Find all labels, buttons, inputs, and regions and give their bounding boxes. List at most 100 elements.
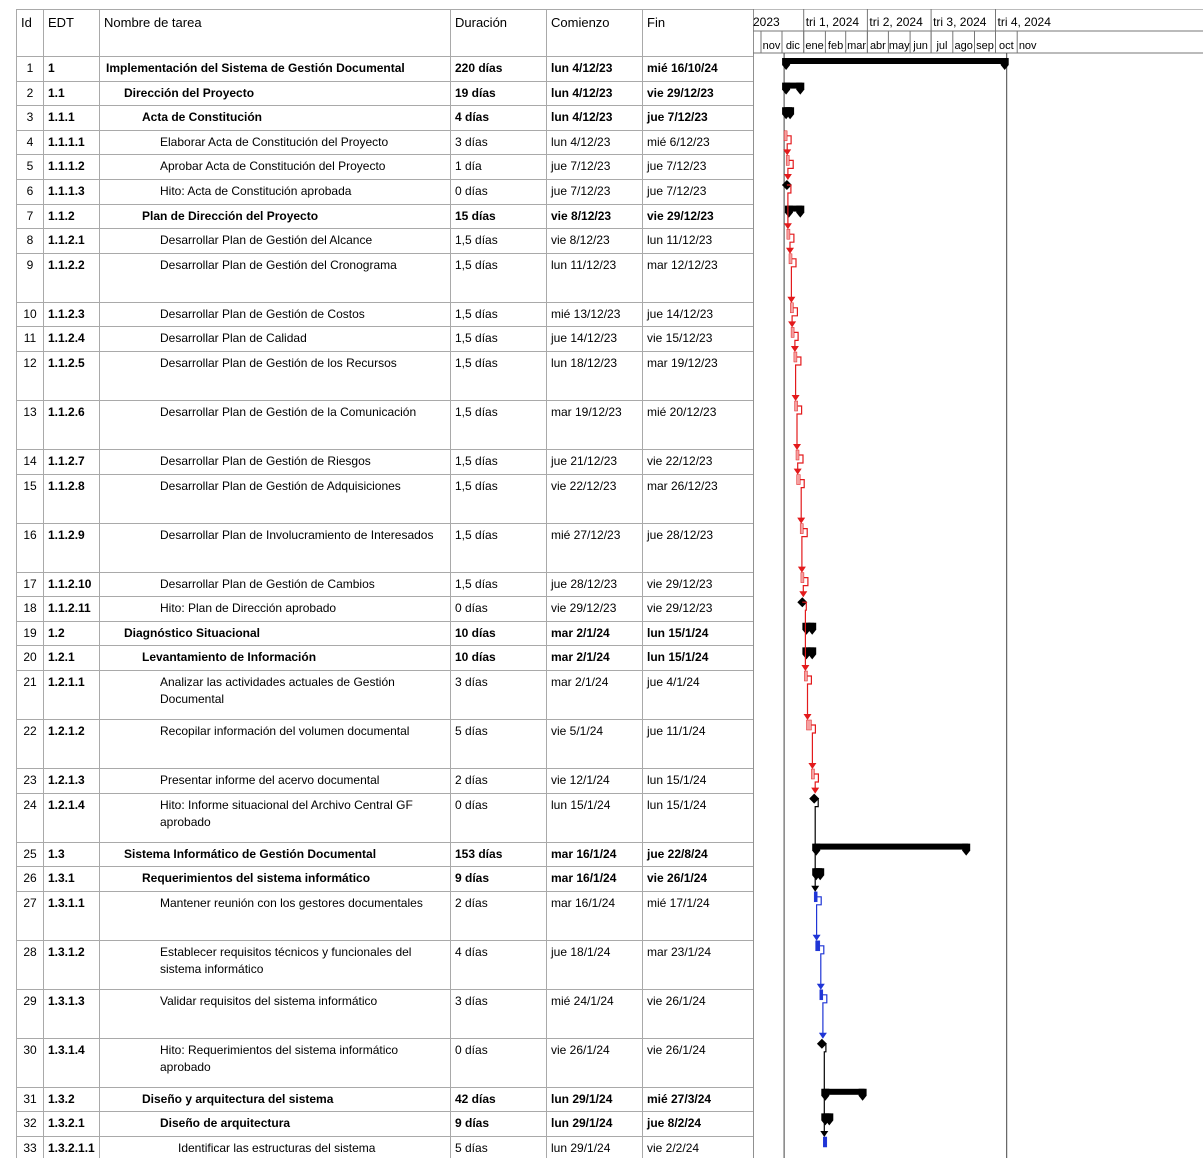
dependency-link bbox=[802, 601, 807, 670]
task-row[interactable]: 30 1.3.1.4 Hito: Requerimientos del sistem… bbox=[16, 1037, 754, 1088]
task-row[interactable]: 27 1.3.1.1 Mantener reunión con los gestor… bbox=[16, 890, 754, 941]
task-row[interactable]: 17 1.1.2.10 Desarrollar Plan de Gestión de… bbox=[16, 571, 754, 598]
task-id-cell: 13 bbox=[16, 399, 44, 450]
summary-bar bbox=[784, 58, 1007, 64]
task-row[interactable]: 15 1.1.2.8 Desarrollar Plan de Gestión de … bbox=[16, 473, 754, 524]
task-row[interactable]: 8 1.1.2.1 Desarrollar Plan de Gestión del … bbox=[16, 228, 754, 254]
task-finish-cell: vie 26/1/24 bbox=[642, 1037, 754, 1088]
task-edt-cell: 1.3 bbox=[43, 841, 100, 868]
task-id-cell: 20 bbox=[16, 645, 44, 671]
task-edt-cell: 1.1.2.11 bbox=[43, 596, 100, 622]
task-row[interactable]: 3 1.1.1 Acta de Constitución 4 días lun 4/12… bbox=[16, 105, 754, 131]
task-edt-cell: 1.1.2.1 bbox=[43, 228, 100, 254]
task-row[interactable]: 25 1.3 Sistema Informático de Gestión Docu… bbox=[16, 841, 754, 868]
task-edt-cell: 1.3.2.1.1 bbox=[43, 1135, 100, 1158]
task-row[interactable]: 18 1.1.2.11 Hito: Plan de Dirección aproba… bbox=[16, 596, 754, 622]
task-name-cell: Elaborar Acta de Constitución del Proyec… bbox=[99, 129, 451, 156]
task-row[interactable]: 13 1.1.2.6 Desarrollar Plan de Gestión de … bbox=[16, 399, 754, 450]
timescale-quarter-label: 2023 bbox=[753, 15, 780, 29]
dependency-link bbox=[796, 405, 803, 449]
timescale-month-label: jun bbox=[912, 40, 928, 52]
task-start-cell: lun 29/1/24 bbox=[546, 1111, 643, 1137]
task-name-cell: Dirección del Proyecto bbox=[99, 80, 451, 107]
task-duration-cell: 1,5 días bbox=[450, 473, 547, 524]
col-header-start[interactable]: Comienzo bbox=[546, 9, 643, 57]
dependency-link bbox=[814, 773, 819, 793]
dependency-arrowhead bbox=[801, 665, 810, 671]
task-edt-cell: 1.1.1.3 bbox=[43, 178, 100, 205]
task-start-cell: jue 7/12/23 bbox=[546, 178, 643, 205]
task-duration-cell: 42 días bbox=[450, 1086, 547, 1113]
task-row[interactable]: 19 1.2 Diagnóstico Situacional 10 días mar 2… bbox=[16, 620, 754, 647]
task-row[interactable]: 22 1.2.1.2 Recopilar información del volum… bbox=[16, 718, 754, 769]
dependency-link bbox=[819, 945, 825, 989]
task-row[interactable]: 16 1.1.2.9 Desarrollar Plan de Involucrami… bbox=[16, 522, 754, 573]
task-row[interactable]: 33 1.3.2.1.1 Identificar las estructuras d… bbox=[16, 1135, 754, 1158]
col-header-duration[interactable]: Duración bbox=[450, 9, 547, 57]
timescale-quarter-label: tri 3, 2024 bbox=[933, 15, 987, 29]
task-name-cell: Desarrollar Plan de Gestión de Riesgos bbox=[99, 448, 451, 475]
dependency-arrowhead bbox=[812, 934, 821, 941]
task-duration-cell: 1,5 días bbox=[450, 326, 547, 352]
task-row[interactable]: 11 1.1.2.4 Desarrollar Plan de Calidad 1,5 … bbox=[16, 326, 754, 352]
dependency-arrowhead bbox=[811, 885, 820, 892]
summary-bar bbox=[823, 1088, 865, 1095]
summary-bar-end-cap bbox=[816, 868, 825, 881]
task-start-cell: jue 21/12/23 bbox=[546, 448, 643, 475]
task-id-cell: 5 bbox=[16, 154, 44, 180]
task-sheet: Id EDT Nombre de tarea Duración Comienzo… bbox=[16, 9, 754, 1158]
task-edt-cell: 1.1.2.10 bbox=[43, 571, 100, 598]
col-header-id[interactable]: Id bbox=[16, 9, 44, 57]
task-id-cell: 24 bbox=[16, 792, 44, 843]
task-duration-cell: 1,5 días bbox=[450, 522, 547, 573]
task-row[interactable]: 26 1.3.1 Requerimientos del sistema inform… bbox=[16, 866, 754, 892]
dependency-arrowhead bbox=[783, 223, 792, 230]
task-name-cell: Desarrollar Plan de Gestión de los Recur… bbox=[99, 350, 451, 401]
task-edt-cell: 1.2.1 bbox=[43, 645, 100, 671]
dependency-arrowhead bbox=[797, 566, 806, 573]
task-duration-cell: 19 días bbox=[450, 80, 547, 107]
task-row[interactable]: 21 1.2.1.1 Analizar las actividades actual… bbox=[16, 669, 754, 720]
task-row[interactable]: 9 1.1.2.2 Desarrollar Plan de Gestión del … bbox=[16, 252, 754, 303]
task-row[interactable]: 20 1.2.1 Levantamiento de Información 10 dí… bbox=[16, 645, 754, 671]
task-row[interactable]: 5 1.1.1.2 Aprobar Acta de Constitución del… bbox=[16, 154, 754, 180]
col-header-finish[interactable]: Fin bbox=[642, 9, 754, 57]
dependency-arrowhead bbox=[811, 787, 820, 794]
task-duration-cell: 3 días bbox=[450, 129, 547, 156]
task-row[interactable]: 28 1.3.1.2 Establecer requisitos técnicos … bbox=[16, 939, 754, 990]
col-header-name[interactable]: Nombre de tarea bbox=[99, 9, 451, 57]
task-start-cell: mié 24/1/24 bbox=[546, 988, 643, 1039]
task-start-cell: jue 18/1/24 bbox=[546, 939, 643, 990]
timescale-month-label: abr bbox=[870, 40, 886, 52]
task-name-cell: Validar requisitos del sistema informáti… bbox=[99, 988, 451, 1039]
task-row[interactable]: 12 1.1.2.5 Desarrollar Plan de Gestión de … bbox=[16, 350, 754, 401]
timescale-month-label: nov bbox=[763, 40, 781, 52]
task-row[interactable]: 32 1.3.2.1 Diseño de arquitectura 9 días lun… bbox=[16, 1111, 754, 1137]
task-name-cell: Diseño y arquitectura del sistema bbox=[99, 1086, 451, 1113]
task-row[interactable]: 10 1.1.2.3 Desarrollar Plan de Gestión de … bbox=[16, 301, 754, 328]
col-header-edt[interactable]: EDT bbox=[43, 9, 100, 57]
task-finish-cell: lun 15/1/24 bbox=[642, 767, 754, 794]
task-row[interactable]: 4 1.1.1.1 Elaborar Acta de Constitución de… bbox=[16, 129, 754, 156]
task-row[interactable]: 31 1.3.2 Diseño y arquitectura del sistema… bbox=[16, 1086, 754, 1113]
dependency-arrowhead bbox=[818, 1032, 827, 1039]
task-row[interactable]: 6 1.1.1.3 Hito: Acta de Constitución aprob… bbox=[16, 178, 754, 205]
task-row[interactable]: 24 1.2.1.4 Hito: Informe situacional del A… bbox=[16, 792, 754, 843]
task-row[interactable]: 14 1.1.2.7 Desarrollar Plan de Gestión de … bbox=[16, 448, 754, 475]
task-duration-cell: 10 días bbox=[450, 620, 547, 647]
task-finish-cell: vie 29/12/23 bbox=[642, 203, 754, 230]
task-id-cell: 14 bbox=[16, 448, 44, 475]
task-name-cell: Desarrollar Plan de Gestión del Alcance bbox=[99, 228, 451, 254]
dependency-arrowhead bbox=[816, 983, 825, 990]
dependency-arrowhead bbox=[783, 174, 792, 180]
task-id-cell: 29 bbox=[16, 988, 44, 1039]
task-row[interactable]: 29 1.3.1.3 Validar requisitos del sistema … bbox=[16, 988, 754, 1039]
task-row[interactable]: 1 1 Implementación del Sistema de Gestión … bbox=[16, 56, 754, 82]
task-start-cell: mar 2/1/24 bbox=[546, 645, 643, 671]
dependency-link bbox=[814, 798, 819, 891]
task-row[interactable]: 7 1.1.2 Plan de Dirección del Proyecto 15 d… bbox=[16, 203, 754, 230]
task-row[interactable]: 2 1.1 Dirección del Proyecto 19 días lun 4/1… bbox=[16, 80, 754, 107]
task-duration-cell: 1,5 días bbox=[450, 399, 547, 450]
task-row[interactable]: 23 1.2.1.3 Presentar informe del acervo do… bbox=[16, 767, 754, 794]
task-id-cell: 8 bbox=[16, 228, 44, 254]
